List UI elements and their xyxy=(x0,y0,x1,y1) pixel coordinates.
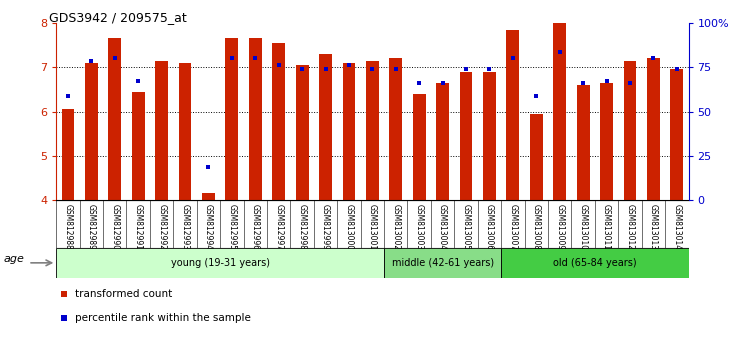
Bar xyxy=(155,61,168,200)
Bar xyxy=(501,248,688,278)
Text: GSM813014: GSM813014 xyxy=(672,204,681,250)
Text: GSM813013: GSM813013 xyxy=(649,204,658,250)
Text: GSM813010: GSM813010 xyxy=(579,204,588,250)
Bar xyxy=(366,61,379,200)
Bar xyxy=(460,72,472,200)
Bar xyxy=(272,43,285,200)
Bar xyxy=(389,58,402,200)
Text: GSM812993: GSM812993 xyxy=(181,204,190,250)
Bar xyxy=(85,63,98,200)
Text: GSM812999: GSM812999 xyxy=(321,204,330,250)
Text: GSM812990: GSM812990 xyxy=(110,204,119,250)
Text: percentile rank within the sample: percentile rank within the sample xyxy=(75,313,251,322)
Bar xyxy=(623,61,637,200)
Bar xyxy=(600,83,613,200)
Text: GDS3942 / 209575_at: GDS3942 / 209575_at xyxy=(49,11,187,24)
Bar xyxy=(296,65,308,200)
Text: GSM813001: GSM813001 xyxy=(368,204,376,250)
Text: GSM812994: GSM812994 xyxy=(204,204,213,250)
Text: GSM813000: GSM813000 xyxy=(344,204,353,250)
Text: transformed count: transformed count xyxy=(75,289,172,299)
Text: GSM812997: GSM812997 xyxy=(274,204,284,250)
Text: GSM813005: GSM813005 xyxy=(461,204,470,250)
Bar xyxy=(178,63,191,200)
Bar xyxy=(506,30,519,200)
Bar xyxy=(413,94,426,200)
Bar xyxy=(554,23,566,200)
Bar xyxy=(132,92,145,200)
Text: GSM813008: GSM813008 xyxy=(532,204,541,250)
Bar xyxy=(436,83,449,200)
Bar xyxy=(384,248,501,278)
Text: middle (42-61 years): middle (42-61 years) xyxy=(392,258,494,268)
Text: GSM813002: GSM813002 xyxy=(392,204,400,250)
Bar xyxy=(108,39,122,200)
Text: GSM812995: GSM812995 xyxy=(227,204,236,250)
Text: GSM813012: GSM813012 xyxy=(626,204,634,250)
Bar xyxy=(62,109,74,200)
Bar xyxy=(577,85,590,200)
Bar xyxy=(249,39,262,200)
Text: GSM813007: GSM813007 xyxy=(509,204,518,250)
Bar xyxy=(483,72,496,200)
Bar xyxy=(647,58,660,200)
Text: GSM812991: GSM812991 xyxy=(134,204,142,250)
Bar xyxy=(202,193,215,200)
Text: GSM813006: GSM813006 xyxy=(485,204,494,250)
Text: age: age xyxy=(4,254,25,264)
Bar xyxy=(319,54,332,200)
Text: GSM813004: GSM813004 xyxy=(438,204,447,250)
Text: young (19-31 years): young (19-31 years) xyxy=(171,258,270,268)
Text: GSM812989: GSM812989 xyxy=(87,204,96,250)
Bar xyxy=(226,39,238,200)
Text: GSM813009: GSM813009 xyxy=(555,204,564,250)
Bar xyxy=(670,69,683,200)
Bar xyxy=(343,63,355,200)
Text: GSM813003: GSM813003 xyxy=(415,204,424,250)
Text: GSM812996: GSM812996 xyxy=(251,204,260,250)
Bar xyxy=(56,248,384,278)
Text: GSM812988: GSM812988 xyxy=(64,204,73,250)
Bar xyxy=(530,114,543,200)
Text: GSM813011: GSM813011 xyxy=(602,204,611,250)
Text: GSM812998: GSM812998 xyxy=(298,204,307,250)
Text: GSM812992: GSM812992 xyxy=(158,204,166,250)
Text: old (65-84 years): old (65-84 years) xyxy=(553,258,637,268)
